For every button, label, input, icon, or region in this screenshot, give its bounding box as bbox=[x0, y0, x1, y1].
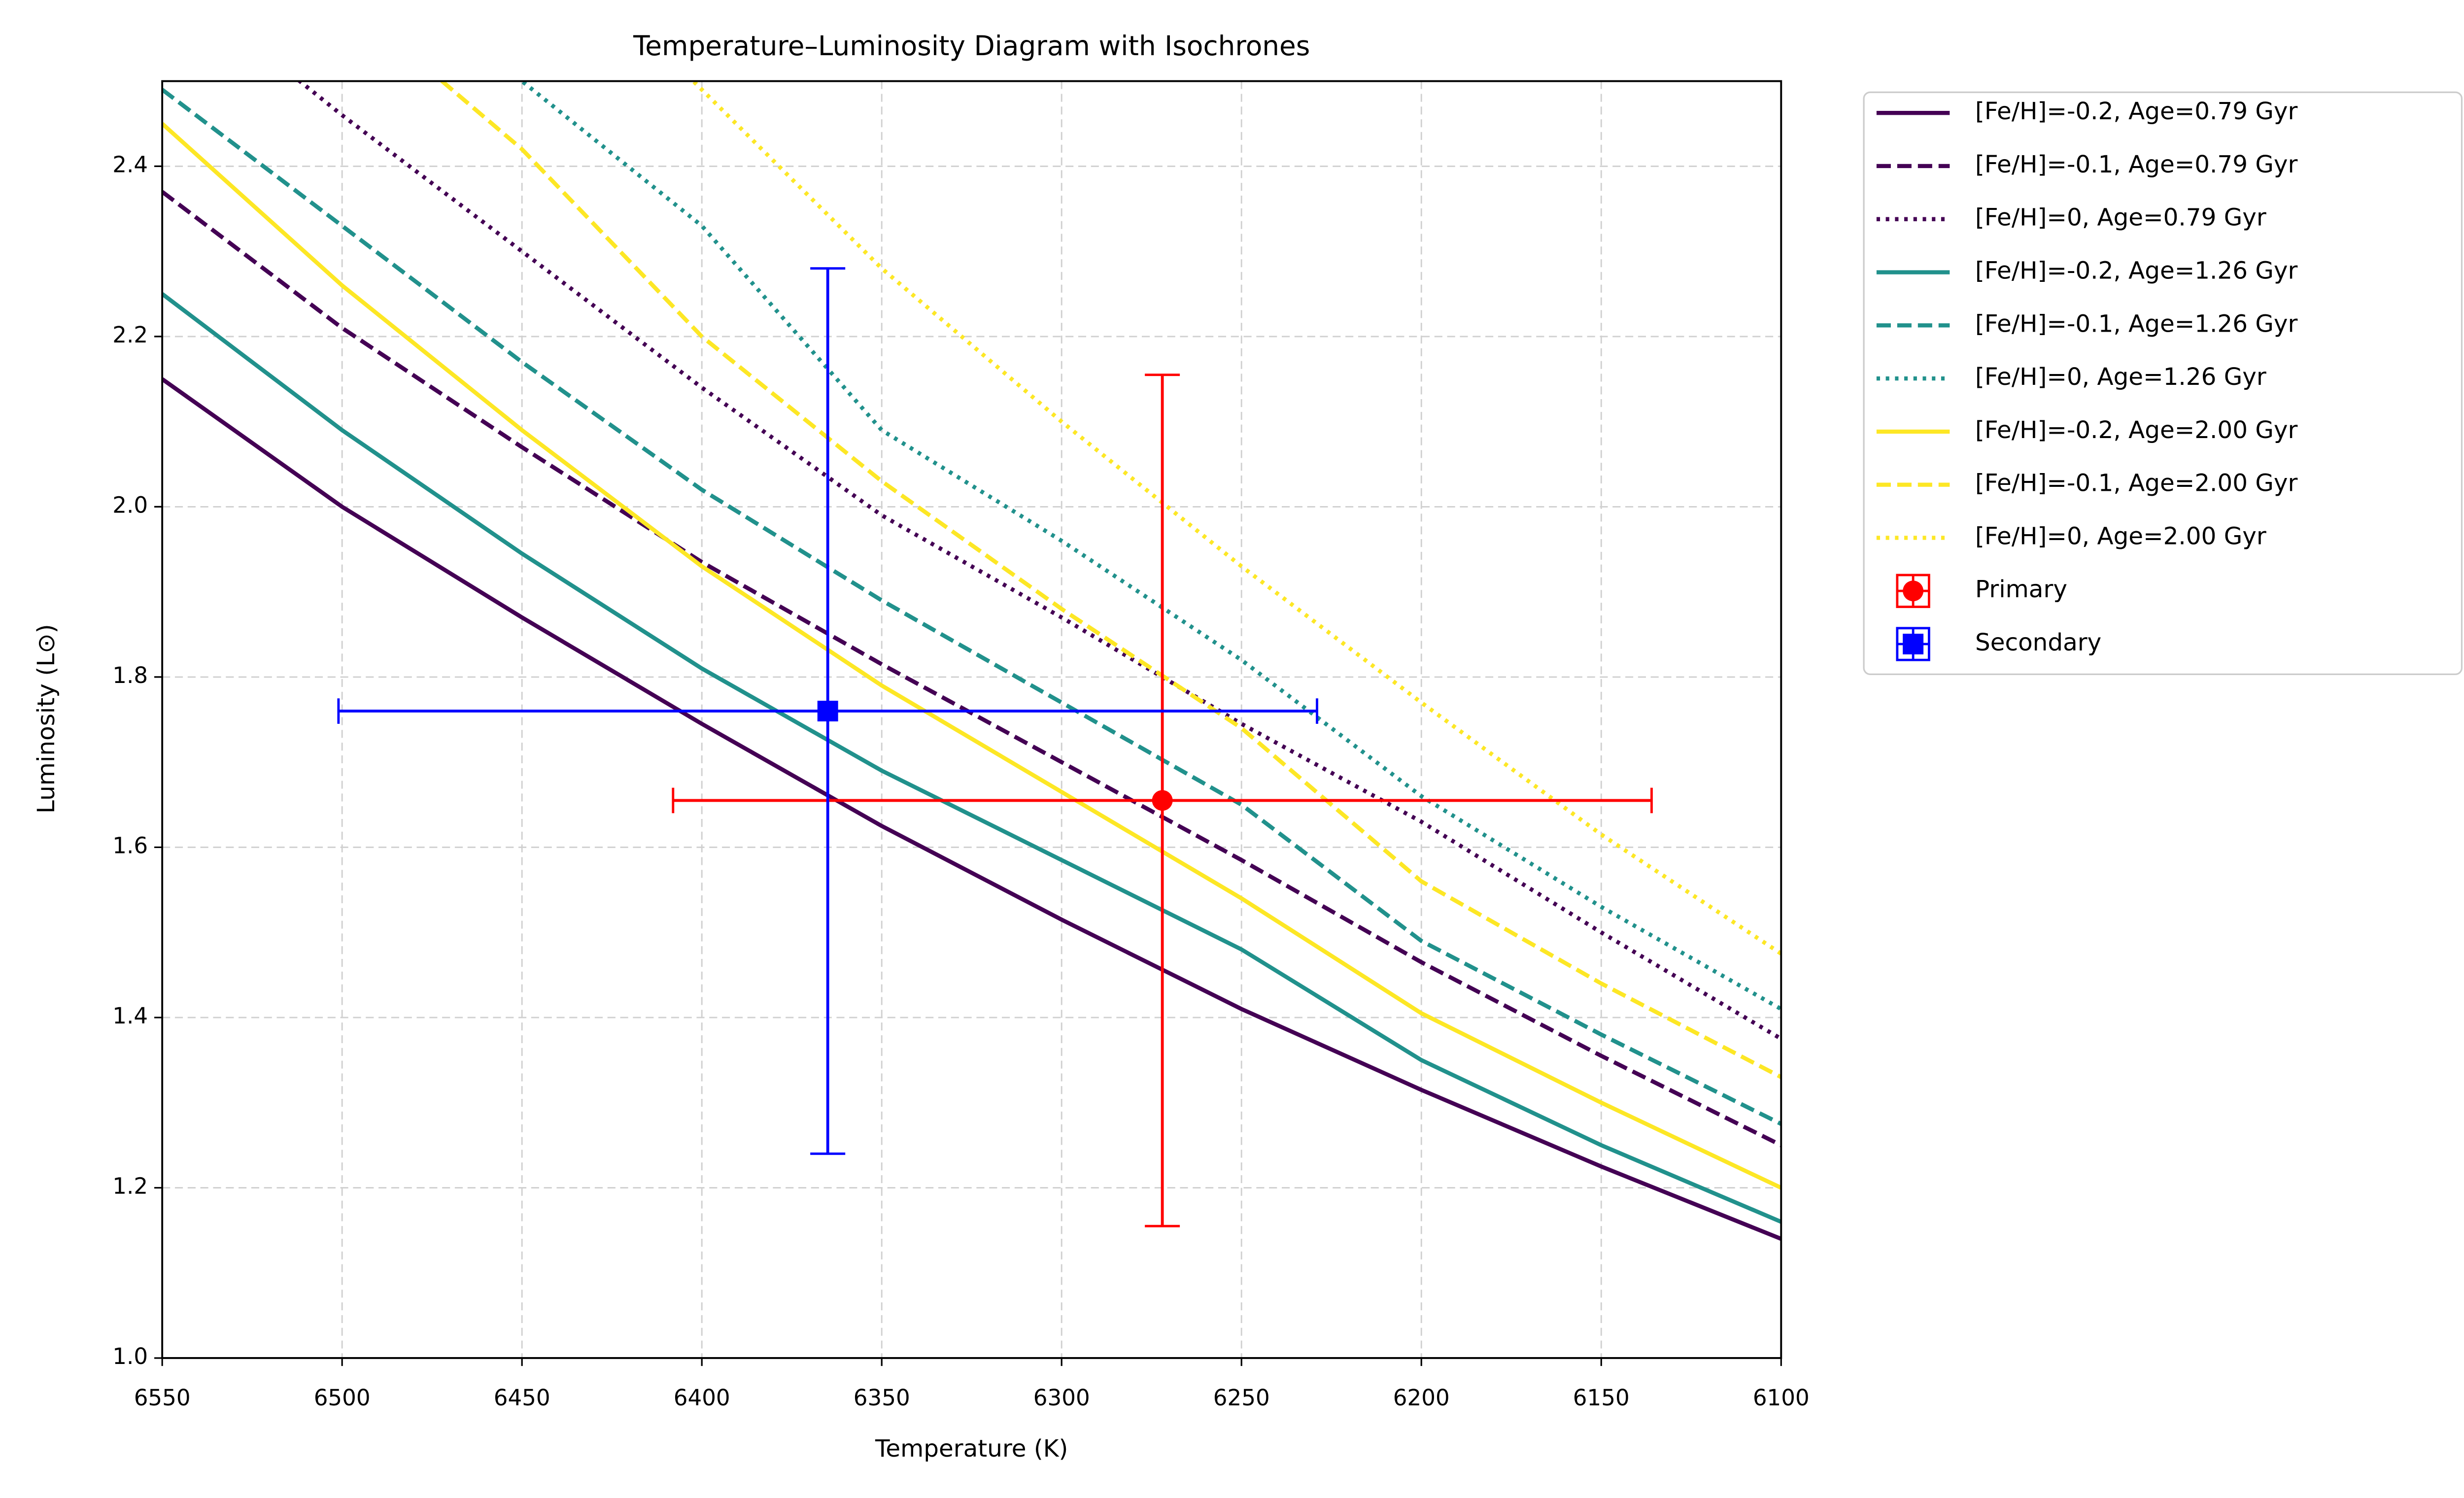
plot-area bbox=[162, 81, 1781, 1241]
legend-label: [Fe/H]=-0.2, Age=2.00 Gyr bbox=[1975, 416, 2298, 444]
x-tick-label: 6400 bbox=[674, 1385, 730, 1411]
y-axis-label: Luminosity (L⊙) bbox=[33, 624, 60, 814]
x-tick-label: 6550 bbox=[134, 1385, 191, 1411]
x-tick-label: 6500 bbox=[314, 1385, 371, 1411]
isochrone-line bbox=[162, 292, 1781, 1224]
legend: [Fe/H]=-0.2, Age=0.79 Gyr [Fe/H]=-0.1, Ag… bbox=[1863, 91, 2463, 675]
axes-frame bbox=[161, 80, 1782, 1359]
y-tick-label: 1.8 bbox=[112, 662, 148, 688]
legend-swatch bbox=[1896, 574, 1930, 608]
y-tick-label: 2.2 bbox=[112, 322, 148, 348]
x-tick-label: 6150 bbox=[1573, 1385, 1630, 1411]
x-axis-label: Temperature (K) bbox=[875, 1435, 1068, 1463]
chart-title: Temperature–Luminosity Diagram with Isoc… bbox=[633, 30, 1310, 62]
x-tick-label: 6100 bbox=[1753, 1385, 1810, 1411]
x-tick-label: 6250 bbox=[1213, 1385, 1270, 1411]
y-tick-label: 1.4 bbox=[112, 1003, 148, 1029]
x-tick-label: 6300 bbox=[1033, 1385, 1090, 1411]
points bbox=[337, 267, 1653, 1227]
legend-label: Secondary bbox=[1975, 629, 2101, 656]
isochrone-line bbox=[162, 190, 1781, 1147]
legend-label: [Fe/H]=-0.2, Age=1.26 Gyr bbox=[1975, 257, 2298, 285]
y-tick-label: 2.4 bbox=[112, 151, 148, 177]
legend-label: [Fe/H]=0, Age=2.00 Gyr bbox=[1975, 522, 2266, 550]
legend-label: [Fe/H]=0, Age=0.79 Gyr bbox=[1975, 204, 2266, 232]
x-tick-label: 6450 bbox=[494, 1385, 550, 1411]
legend-label: [Fe/H]=-0.1, Age=1.26 Gyr bbox=[1975, 310, 2298, 338]
legend-label: Primary bbox=[1975, 576, 2067, 603]
legend-swatch bbox=[1896, 627, 1930, 661]
isochrone-line bbox=[162, 88, 1781, 1126]
x-tick-label: 6350 bbox=[854, 1385, 910, 1411]
isochrone-line bbox=[439, 81, 1781, 1079]
point-marker bbox=[817, 701, 838, 722]
legend-swatch bbox=[1903, 580, 1924, 602]
point-marker bbox=[1152, 790, 1173, 811]
legend-label: [Fe/H]=-0.1, Age=2.00 Gyr bbox=[1975, 470, 2298, 497]
legend-label: [Fe/H]=-0.2, Age=0.79 Gyr bbox=[1975, 98, 2298, 125]
isochrone-line bbox=[162, 377, 1781, 1241]
legend-swatch bbox=[1903, 634, 1924, 654]
y-tick-label: 1.6 bbox=[112, 832, 148, 858]
y-tick-label: 1.0 bbox=[112, 1343, 148, 1369]
ticks: 6550 6500 6450 6400 6350 6300 6250 6200 6150 6100… bbox=[112, 151, 1809, 1410]
legend-frame bbox=[1863, 91, 2463, 675]
legend-label: [Fe/H]=0, Age=1.26 Gyr bbox=[1975, 363, 2266, 391]
isochrone-line bbox=[162, 122, 1781, 1190]
legend-label: [Fe/H]=-0.1, Age=0.79 Gyr bbox=[1975, 151, 2298, 178]
isochrone-line bbox=[296, 81, 1781, 1041]
x-tick-label: 6200 bbox=[1393, 1385, 1450, 1411]
y-tick-label: 1.2 bbox=[112, 1173, 148, 1199]
y-tick-label: 2.0 bbox=[112, 492, 148, 518]
grid bbox=[161, 81, 1782, 1359]
